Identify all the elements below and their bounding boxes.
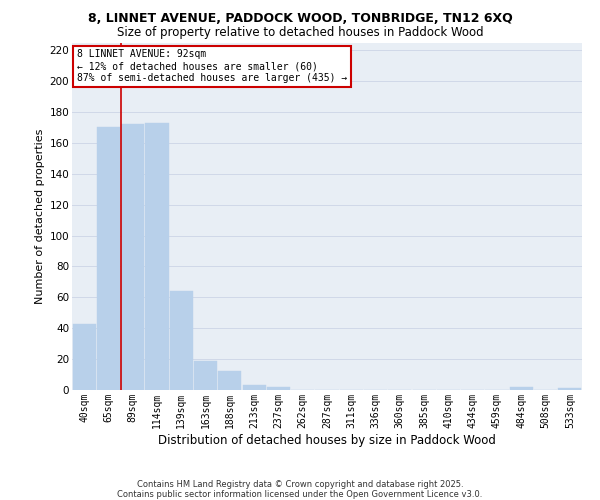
Text: Contains HM Land Registry data © Crown copyright and database right 2025.: Contains HM Land Registry data © Crown c…: [137, 480, 463, 489]
Bar: [121, 124, 144, 390]
Bar: [559, 388, 581, 390]
Bar: [73, 324, 95, 390]
Bar: [218, 372, 241, 390]
Text: Contains public sector information licensed under the Open Government Licence v3: Contains public sector information licen…: [118, 490, 482, 499]
Bar: [242, 386, 266, 390]
Bar: [194, 360, 217, 390]
Bar: [510, 387, 533, 390]
Bar: [145, 123, 169, 390]
Text: Size of property relative to detached houses in Paddock Wood: Size of property relative to detached ho…: [116, 26, 484, 39]
Text: 8, LINNET AVENUE, PADDOCK WOOD, TONBRIDGE, TN12 6XQ: 8, LINNET AVENUE, PADDOCK WOOD, TONBRIDG…: [88, 12, 512, 26]
Bar: [97, 128, 120, 390]
X-axis label: Distribution of detached houses by size in Paddock Wood: Distribution of detached houses by size …: [158, 434, 496, 446]
Bar: [267, 387, 290, 390]
Y-axis label: Number of detached properties: Number of detached properties: [35, 128, 46, 304]
Bar: [170, 291, 193, 390]
Text: 8 LINNET AVENUE: 92sqm
← 12% of detached houses are smaller (60)
87% of semi-det: 8 LINNET AVENUE: 92sqm ← 12% of detached…: [77, 50, 347, 82]
